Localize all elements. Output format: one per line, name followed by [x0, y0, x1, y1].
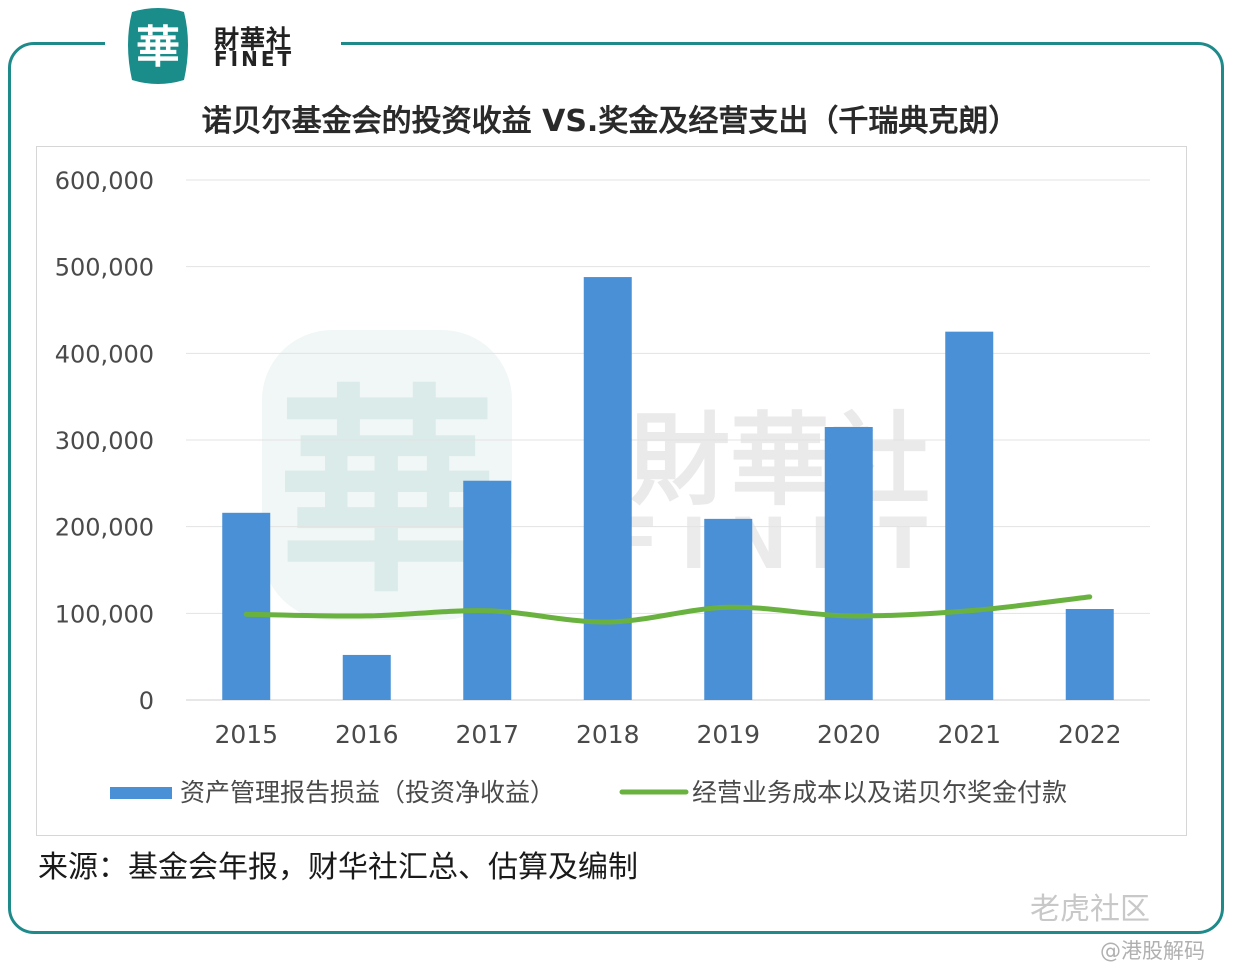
plot-frame — [36, 146, 1187, 836]
brand-logo-icon: 華 — [128, 8, 188, 84]
bar — [583, 277, 632, 700]
y-tick-label: 0 — [139, 687, 154, 715]
y-tick-label: 100,000 — [55, 600, 154, 628]
brand-name-cn: 財華社 — [214, 25, 293, 54]
y-tick-label: 200,000 — [55, 514, 154, 542]
x-tick-label: 2021 — [937, 720, 1001, 749]
watermark-logo-char: 華 — [277, 366, 497, 622]
bar — [342, 654, 391, 700]
x-tick-label: 2019 — [696, 720, 760, 749]
y-axis: 0 100,000 200,000 300,000 400,000 500,000 600,… — [55, 167, 154, 715]
y-tick-label: 500,000 — [55, 254, 154, 282]
y-tick-label: 600,000 — [55, 167, 154, 195]
series-line — [243, 594, 1093, 625]
legend-label-line: 经营业务成本以及诺贝尔奖金付款 — [692, 778, 1067, 807]
x-tick-label: 2018 — [576, 720, 640, 749]
x-axis: 2015 2016 2017 2018 2019 2020 2021 2022 — [214, 720, 1121, 749]
chart-title: 诺贝尔基金会的投资收益 VS.奖金及经营支出（千瑞典克朗） — [201, 104, 1019, 139]
brand-logo-char: 華 — [136, 22, 180, 73]
watermark-site: 老虎社区 — [1030, 892, 1150, 927]
bar — [463, 480, 512, 700]
brand-name-en: FINET — [214, 47, 295, 71]
bar — [824, 427, 873, 700]
x-tick-label: 2020 — [817, 720, 881, 749]
watermark-author: @港股解码 — [1100, 939, 1205, 963]
line-series — [243, 594, 1093, 625]
bar — [945, 331, 994, 700]
bar — [1065, 609, 1114, 700]
x-tick-label: 2016 — [335, 720, 399, 749]
y-tick-label: 300,000 — [55, 427, 154, 455]
legend: 资产管理报告损益（投资净收益） 经营业务成本以及诺贝尔奖金付款 — [110, 778, 1067, 807]
legend-label-bar: 资产管理报告损益（投资净收益） — [180, 778, 555, 807]
x-tick-label: 2022 — [1058, 720, 1122, 749]
watermark-name-cn: 財華社 — [630, 402, 930, 519]
legend-swatch-bar — [110, 787, 172, 799]
outer-frame — [8, 42, 1224, 934]
y-tick-label: 400,000 — [55, 340, 154, 368]
grid-lines — [186, 179, 1150, 701]
watermark-name-en: FINET — [611, 503, 949, 585]
x-tick-label: 2017 — [455, 720, 519, 749]
x-tick-label: 2015 — [214, 720, 278, 749]
chart-watermark: 華 財華社 FINET — [262, 330, 949, 622]
source-note: 来源：基金会年报，财华社汇总、估算及编制 — [38, 850, 638, 885]
bar — [222, 512, 271, 700]
